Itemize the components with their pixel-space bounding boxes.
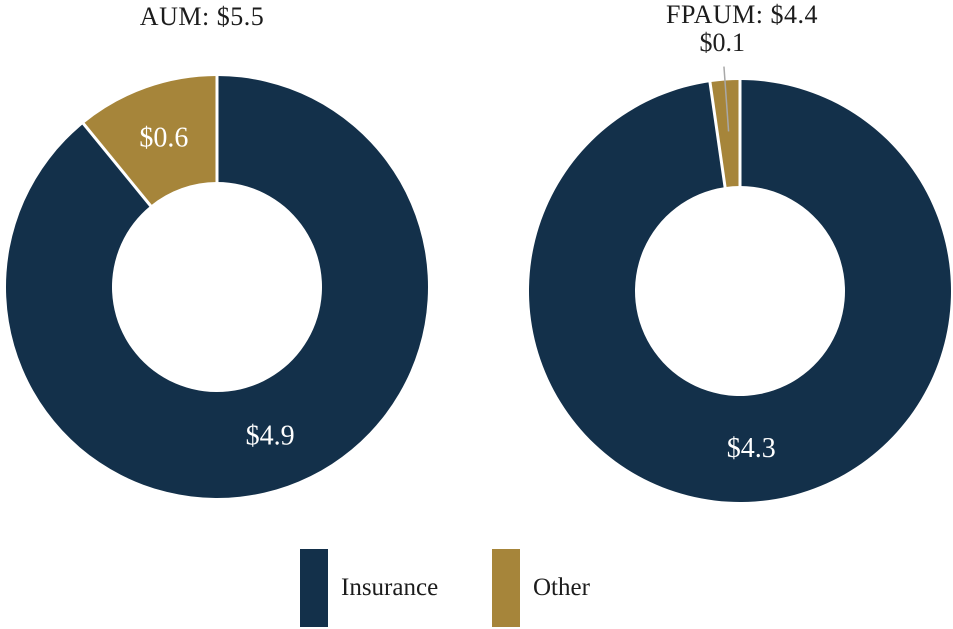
donut-chart-aum: $4.9 $0.6 bbox=[6, 75, 428, 499]
chart-title-fpaum: FPAUM: $4.4 bbox=[666, 0, 818, 29]
slice-label-insurance: $4.3 bbox=[727, 433, 776, 464]
legend-swatch-other bbox=[492, 549, 520, 627]
chart-title-aum: AUM: $5.5 bbox=[139, 2, 265, 31]
legend-swatch-insurance bbox=[300, 549, 328, 627]
slice-label-other: $0.1 bbox=[699, 28, 745, 57]
slice-divider bbox=[81, 121, 153, 208]
slice-label-insurance: $4.9 bbox=[246, 420, 295, 451]
donut-chart-fpaum: $4.3 $0.1 bbox=[528, 28, 951, 502]
pie-slice-other bbox=[709, 80, 740, 188]
slice-label-other: $0.6 bbox=[139, 123, 188, 154]
pie-slice-insurance bbox=[528, 80, 951, 502]
pie-slice-insurance bbox=[6, 76, 428, 499]
pie-slice-other bbox=[83, 76, 217, 206]
leader-line bbox=[723, 66, 730, 132]
slice-divider bbox=[708, 80, 727, 189]
legend-label-other: Other bbox=[533, 574, 590, 601]
legend-item-insurance: Insurance bbox=[300, 549, 438, 627]
legend-item-other: Other bbox=[492, 549, 590, 627]
legend-label-insurance: Insurance bbox=[341, 574, 439, 601]
